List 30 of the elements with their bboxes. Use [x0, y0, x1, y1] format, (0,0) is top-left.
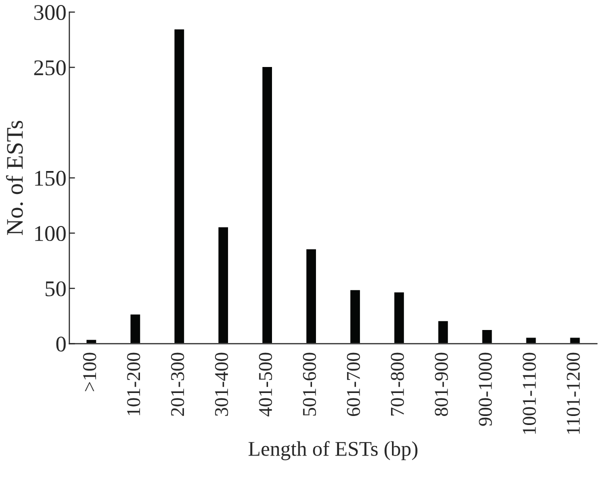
x-tick-label: 1101-1200 — [566, 352, 580, 434]
x-tick-label: >100 — [83, 352, 96, 392]
x-tick-label: 701-800 — [390, 352, 404, 416]
x-tick-label: 900-1000 — [478, 352, 492, 426]
bar — [436, 320, 450, 344]
bar — [85, 338, 98, 344]
x-tick-label: 1001-1100 — [522, 352, 536, 434]
y-axis-title: No. of ESTs — [6, 120, 23, 236]
bar — [173, 28, 186, 344]
y-tick-label: 100 — [35, 226, 66, 242]
y-tick-label: 150 — [35, 170, 66, 186]
x-tick-label: 101-200 — [127, 352, 140, 416]
bar — [348, 288, 362, 344]
x-tick-label: 601-700 — [346, 352, 360, 416]
x-tick-label: 301-400 — [214, 352, 228, 416]
x-tick-label: 501-600 — [302, 352, 316, 416]
bar — [261, 66, 274, 344]
bar — [217, 226, 230, 344]
x-axis-title: Length of ESTs (bp) — [248, 441, 418, 460]
x-tick-label: 201-300 — [171, 352, 184, 416]
bar — [392, 291, 406, 344]
x-tick-label: 801-900 — [434, 352, 448, 416]
bar — [304, 248, 318, 344]
x-tick-label: 401-500 — [258, 352, 272, 416]
y-tick-label: 250 — [34, 60, 66, 76]
bar — [129, 313, 142, 344]
y-tick-label: 0 — [56, 336, 66, 352]
y-tick-label: 300 — [34, 5, 66, 20]
y-tick-label: 50 — [46, 281, 66, 296]
bar — [480, 328, 494, 344]
